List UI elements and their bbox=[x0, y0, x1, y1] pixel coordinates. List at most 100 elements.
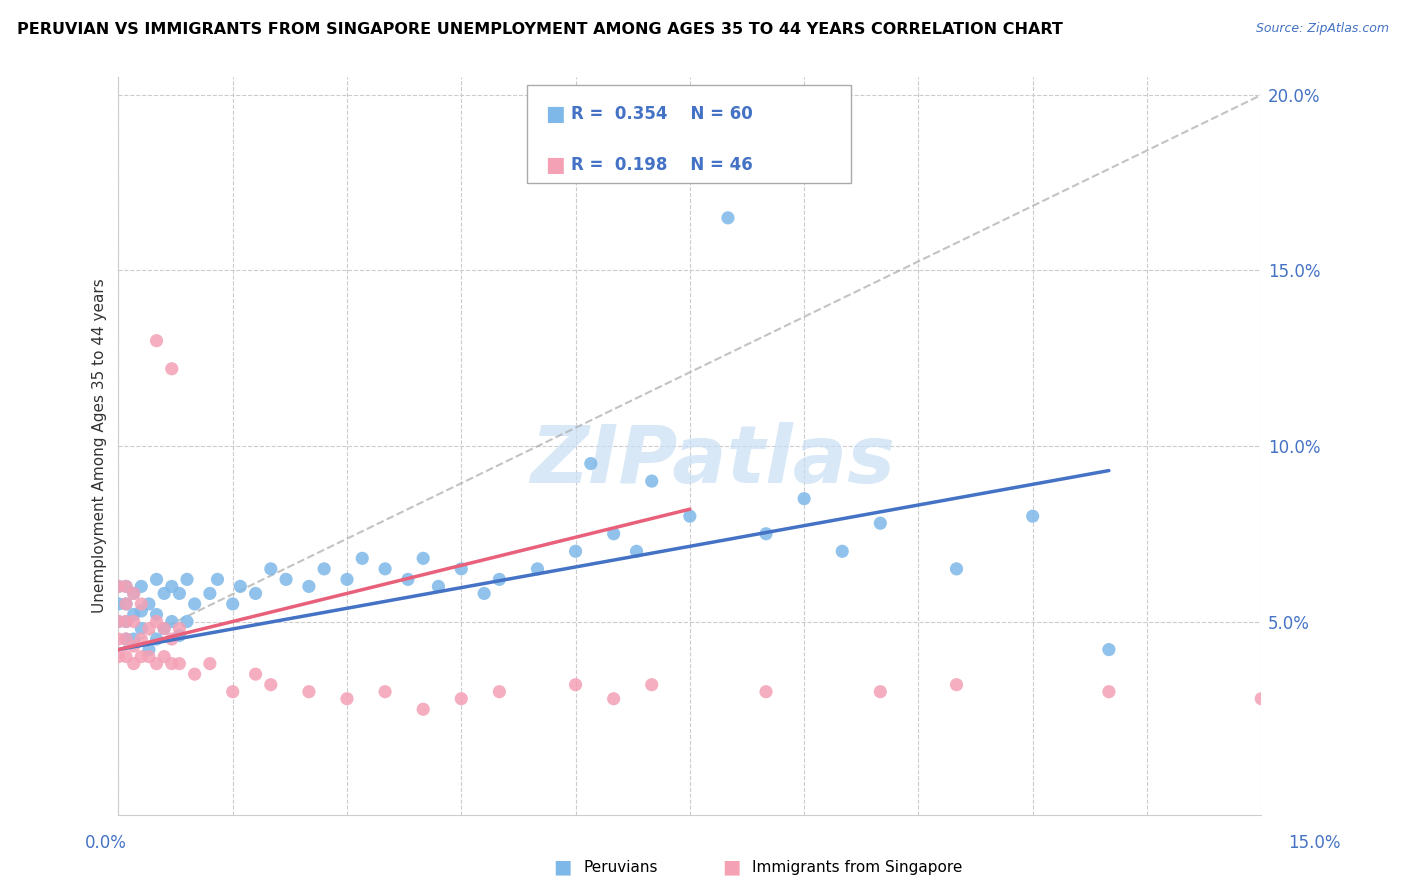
Point bbox=[129, 597, 152, 611]
Point bbox=[641, 474, 664, 488]
Point bbox=[138, 649, 160, 664]
Point bbox=[138, 622, 160, 636]
Point bbox=[107, 579, 129, 593]
Point bbox=[115, 579, 138, 593]
Point bbox=[115, 615, 138, 629]
Point bbox=[626, 544, 648, 558]
Point bbox=[564, 544, 586, 558]
Point bbox=[160, 361, 183, 376]
Point bbox=[107, 579, 129, 593]
Point bbox=[122, 586, 145, 600]
Point bbox=[945, 562, 967, 576]
Point bbox=[129, 622, 152, 636]
Point bbox=[352, 551, 374, 566]
Point bbox=[374, 562, 396, 576]
Text: R =  0.354    N = 60: R = 0.354 N = 60 bbox=[571, 105, 752, 123]
Text: 0.0%: 0.0% bbox=[84, 834, 127, 852]
Point bbox=[145, 632, 167, 646]
Point bbox=[245, 586, 267, 600]
Point bbox=[169, 657, 191, 671]
Point bbox=[169, 628, 191, 642]
Point bbox=[129, 649, 152, 664]
Point bbox=[107, 597, 129, 611]
Text: R =  0.198    N = 46: R = 0.198 N = 46 bbox=[571, 156, 752, 174]
Point bbox=[336, 573, 359, 587]
Point bbox=[160, 615, 183, 629]
Point bbox=[122, 607, 145, 622]
Point bbox=[717, 211, 740, 225]
Point bbox=[122, 639, 145, 653]
Point bbox=[107, 632, 129, 646]
Point bbox=[160, 632, 183, 646]
Point bbox=[488, 684, 510, 698]
Point bbox=[1098, 684, 1121, 698]
Point bbox=[115, 615, 138, 629]
Point bbox=[160, 657, 183, 671]
Point bbox=[579, 457, 602, 471]
Point bbox=[472, 586, 495, 600]
Point bbox=[793, 491, 815, 506]
Point bbox=[145, 615, 167, 629]
Point bbox=[412, 702, 434, 716]
Point bbox=[679, 509, 702, 524]
Point bbox=[245, 667, 267, 681]
Point bbox=[107, 615, 129, 629]
Y-axis label: Unemployment Among Ages 35 to 44 years: Unemployment Among Ages 35 to 44 years bbox=[93, 278, 107, 614]
Point bbox=[198, 586, 221, 600]
Text: 15.0%: 15.0% bbox=[1288, 834, 1341, 852]
Point bbox=[115, 649, 138, 664]
Point bbox=[115, 632, 138, 646]
Point bbox=[412, 551, 434, 566]
Text: Source: ZipAtlas.com: Source: ZipAtlas.com bbox=[1256, 22, 1389, 36]
Point bbox=[145, 657, 167, 671]
Point bbox=[1250, 691, 1272, 706]
Point bbox=[222, 597, 245, 611]
Point bbox=[115, 597, 138, 611]
Point bbox=[122, 615, 145, 629]
Point bbox=[755, 684, 778, 698]
Point bbox=[160, 579, 183, 593]
Point bbox=[129, 632, 152, 646]
Point bbox=[115, 597, 138, 611]
Point bbox=[450, 562, 472, 576]
Point bbox=[138, 597, 160, 611]
Text: ■: ■ bbox=[553, 857, 572, 877]
Text: ■: ■ bbox=[546, 104, 565, 124]
Point bbox=[602, 691, 624, 706]
Point bbox=[153, 649, 176, 664]
Text: ■: ■ bbox=[721, 857, 741, 877]
Point bbox=[145, 334, 167, 348]
Point bbox=[298, 684, 321, 698]
Point bbox=[198, 657, 221, 671]
Point bbox=[869, 516, 891, 531]
Point bbox=[107, 615, 129, 629]
Point bbox=[450, 691, 472, 706]
Point bbox=[129, 579, 152, 593]
Point bbox=[229, 579, 252, 593]
Point bbox=[564, 678, 586, 692]
Point bbox=[138, 642, 160, 657]
Point bbox=[129, 604, 152, 618]
Point bbox=[153, 622, 176, 636]
Point bbox=[336, 691, 359, 706]
Text: Immigrants from Singapore: Immigrants from Singapore bbox=[752, 860, 963, 874]
Point bbox=[222, 684, 245, 698]
Point bbox=[314, 562, 336, 576]
Point bbox=[122, 657, 145, 671]
Point bbox=[183, 597, 205, 611]
Point bbox=[945, 678, 967, 692]
Point bbox=[169, 586, 191, 600]
Point bbox=[260, 562, 283, 576]
Point bbox=[176, 573, 198, 587]
Point bbox=[1021, 509, 1043, 524]
Point bbox=[176, 615, 198, 629]
Point bbox=[122, 632, 145, 646]
Point bbox=[207, 573, 229, 587]
Point bbox=[526, 562, 548, 576]
Point bbox=[115, 579, 138, 593]
Point bbox=[641, 678, 664, 692]
Point bbox=[831, 544, 853, 558]
Point bbox=[183, 667, 205, 681]
Point bbox=[145, 607, 167, 622]
Text: Peruvians: Peruvians bbox=[583, 860, 658, 874]
